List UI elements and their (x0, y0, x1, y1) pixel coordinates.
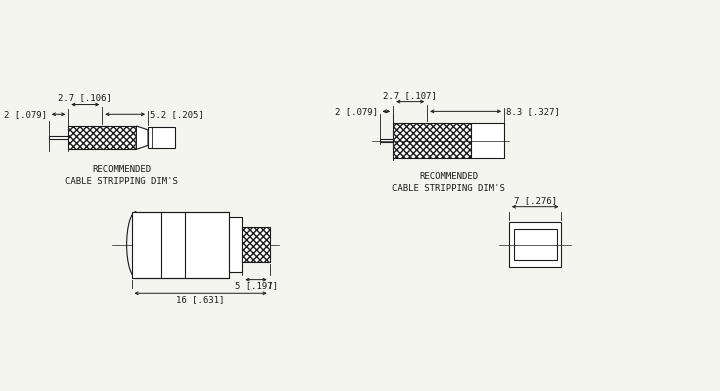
Bar (68, 126, 136, 149)
Bar (229, 217, 243, 272)
Bar (509, 222, 562, 267)
Bar (393, 123, 471, 158)
Bar (49, 136, 68, 139)
Bar (148, 127, 175, 148)
Text: 5.2 [.205]: 5.2 [.205] (150, 110, 204, 119)
Bar (514, 229, 557, 260)
Text: RECOMMENDED
CABLE STRIPPING DIM'S: RECOMMENDED CABLE STRIPPING DIM'S (392, 172, 505, 193)
Bar (243, 227, 269, 262)
Bar (471, 123, 504, 158)
Text: 5 [.197]: 5 [.197] (235, 282, 277, 291)
Text: 2 [.079]: 2 [.079] (4, 110, 47, 119)
Polygon shape (136, 126, 148, 149)
Text: 8.3 [.327]: 8.3 [.327] (506, 107, 559, 116)
Text: 2.7 [.106]: 2.7 [.106] (58, 93, 112, 102)
Bar (132, 212, 229, 278)
Text: 16 [.631]: 16 [.631] (176, 295, 225, 304)
Text: 2.7 [.107]: 2.7 [.107] (383, 91, 437, 100)
Text: 7 [.276]: 7 [.276] (513, 196, 557, 205)
Text: RECOMMENDED
CABLE STRIPPING DIM'S: RECOMMENDED CABLE STRIPPING DIM'S (66, 165, 179, 187)
Bar (379, 139, 393, 142)
Text: 2 [.079]: 2 [.079] (335, 107, 377, 116)
